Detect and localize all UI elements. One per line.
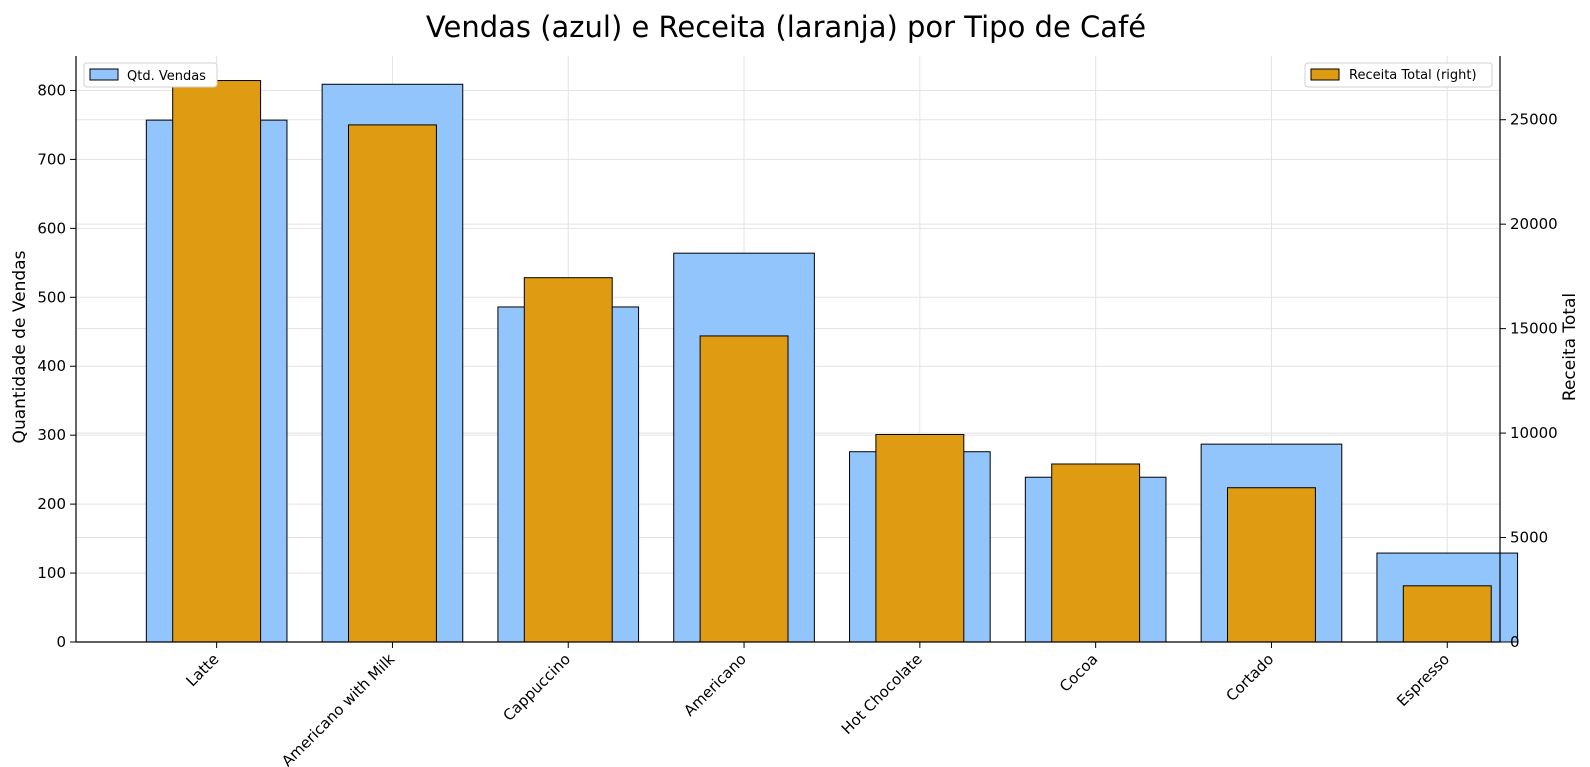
legend-swatch-sales (89, 68, 119, 81)
y2-tick-label: 25000 (1510, 111, 1558, 129)
y-tick-label: 600 (37, 219, 66, 237)
x-tick-label: Cortado (1222, 650, 1277, 705)
y-axis-label: Quantidade de Vendas (10, 250, 30, 443)
legend-sales: Qtd. Vendas (83, 62, 218, 88)
y-tick-label: 0 (56, 633, 66, 651)
y-tick-label: 200 (37, 495, 66, 513)
axes (70, 56, 1506, 648)
y2-tick-label: 10000 (1510, 424, 1558, 442)
bar-revenue-2 (523, 277, 613, 643)
legend-revenue: Receita Total (right) (1304, 62, 1493, 88)
y2-tick-label: 5000 (1510, 529, 1548, 547)
y-tick-label: 800 (37, 81, 66, 99)
x-tick-label: Hot Chocolate (838, 650, 926, 738)
y2-axis-label: Receita Total (1560, 293, 1580, 401)
bar-revenue-4 (875, 433, 965, 643)
x-tick-label: Americano with Milk (278, 650, 398, 767)
y-tick-label: 100 (37, 564, 66, 582)
bar-revenue-7 (1402, 585, 1492, 643)
y-tick-label: 400 (37, 357, 66, 375)
x-tick-label: Latte (182, 650, 222, 690)
bar-revenue-0 (172, 80, 262, 643)
y-tick-label: 300 (37, 426, 66, 444)
y2-tick-label: 0 (1510, 633, 1520, 651)
x-tick-label: Espresso (1393, 650, 1453, 710)
x-tick-label: Americano (680, 650, 750, 720)
bar-revenue-5 (1051, 463, 1141, 643)
bar-revenue-1 (347, 124, 437, 643)
bar-revenue-3 (699, 335, 789, 643)
revenue-bars (172, 80, 1492, 643)
x-tick-label: Cappuccino (499, 650, 574, 725)
legend-label-revenue: Receita Total (right) (1349, 68, 1477, 83)
bar-revenue-6 (1227, 487, 1316, 643)
y2-tick-label: 15000 (1510, 320, 1558, 338)
legend-swatch-revenue (1310, 68, 1340, 81)
y-tick-label: 700 (37, 150, 66, 168)
y-tick-label: 500 (37, 288, 66, 306)
chart-title: Vendas (azul) e Receita (laranja) por Ti… (426, 10, 1146, 44)
x-tick-label: Cocoa (1056, 650, 1101, 695)
y2-tick-label: 20000 (1510, 215, 1558, 233)
legend-label-sales: Qtd. Vendas (127, 69, 206, 84)
